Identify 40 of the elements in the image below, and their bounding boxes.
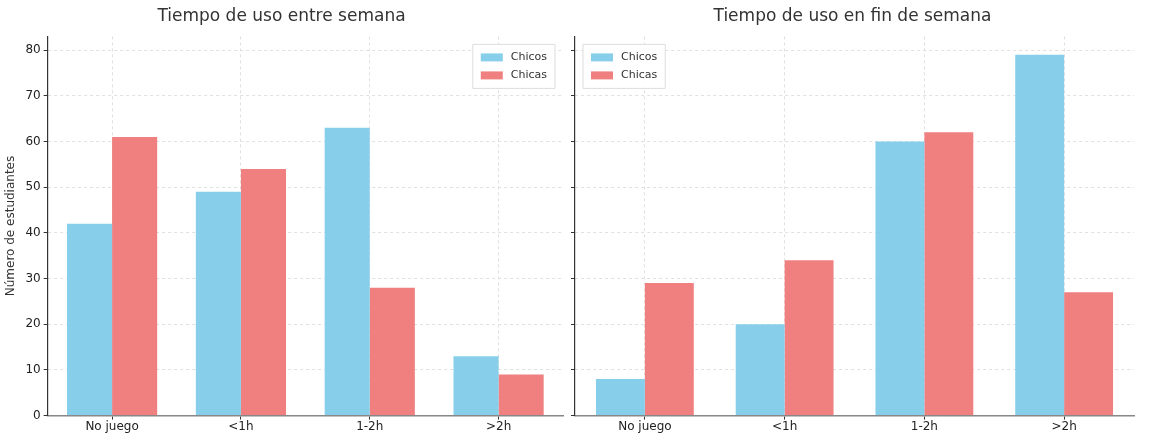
legend-label: Chicos: [621, 50, 658, 64]
y-tick-label: 20: [25, 316, 41, 331]
bar: [453, 356, 499, 416]
y-tick-label: 0: [33, 407, 41, 422]
bar: [644, 283, 694, 416]
bar: [924, 132, 974, 416]
bar: [195, 191, 241, 416]
y-axis-title: Número de estudiantes: [3, 155, 18, 297]
legend-label: Chicas: [510, 68, 548, 82]
x-tick-label: No juego: [85, 418, 139, 433]
bar: [1064, 292, 1114, 416]
bar: [784, 260, 834, 416]
x-tick-label: 1-2h: [356, 418, 384, 433]
bar: [369, 287, 415, 416]
bar: [595, 379, 645, 416]
bar: [324, 127, 370, 416]
bar: [66, 223, 113, 416]
y-tick-label: 10: [25, 362, 41, 377]
x-tick-label: >2h: [1051, 418, 1077, 433]
bar: [875, 141, 925, 416]
x-tick-label: No juego: [618, 418, 672, 433]
y-tick-label: 50: [25, 179, 41, 194]
y-tick-label: 30: [25, 270, 41, 285]
x-tick-label: <1h: [228, 418, 254, 433]
x-tick-label: <1h: [771, 418, 798, 433]
x-tick-label: >2h: [485, 418, 512, 433]
bar: [498, 374, 544, 416]
y-tick-label: 80: [25, 42, 41, 57]
bar: [1015, 54, 1065, 416]
y-tick-label: 70: [25, 87, 41, 102]
chart-title: Tiempo de uso en fin de semana: [712, 4, 992, 25]
bar: [240, 168, 287, 416]
legend-label: Chicas: [621, 68, 658, 82]
legend-label: Chicos: [510, 50, 548, 64]
bar: [735, 324, 785, 416]
x-tick-label: 1-2h: [910, 418, 938, 433]
y-tick-label: 60: [25, 133, 41, 148]
y-tick-label: 40: [25, 224, 41, 239]
bar: [112, 136, 158, 416]
chart-title: Tiempo de uso entre semana: [156, 4, 406, 25]
